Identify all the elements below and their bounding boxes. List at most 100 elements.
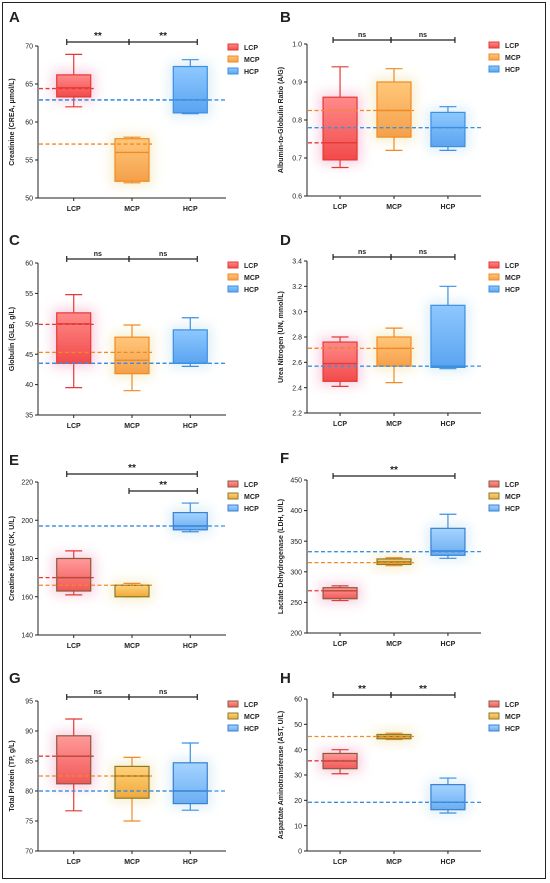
y-tick-label: 50: [294, 722, 302, 729]
y-tick-label: 70: [25, 44, 33, 51]
x-tick-label: HCP: [441, 859, 456, 866]
x-tick-label: LCP: [333, 204, 347, 211]
box-hcp: [172, 59, 208, 115]
y-tick-label: 65: [25, 82, 33, 89]
x-tick-label: HCP: [183, 423, 198, 430]
legend-swatch-hcp: [227, 285, 239, 293]
x-tick-label: HCP: [183, 643, 198, 650]
panel-h: H 0 10 20 30 40 50 60 Aspartate Aminotransferase…: [278, 670, 521, 866]
y-tick-label: 3.4: [292, 259, 302, 266]
significance-bracket: ns: [128, 689, 198, 700]
legend-label-lcp: LCP: [505, 263, 519, 270]
legend: LCP MCP HCP: [227, 700, 260, 733]
y-tick-label: 50: [25, 196, 33, 203]
significance-bracket: ns: [332, 32, 392, 43]
y-tick-label: 2.2: [292, 411, 302, 418]
legend-label-hcp: HCP: [505, 287, 520, 294]
panel-label: H: [280, 670, 291, 687]
box-lcp: [56, 294, 92, 389]
significance-label: **: [94, 31, 102, 42]
y-tick-label: 35: [25, 413, 33, 420]
legend: LCP MCP HCP: [227, 480, 260, 513]
box-body: [114, 138, 150, 182]
box-body: [172, 511, 208, 531]
box-hcp: [430, 285, 466, 370]
legend-label-lcp: LCP: [244, 45, 258, 52]
x-tick-label: MCP: [386, 204, 402, 211]
significance-label: **: [390, 465, 398, 476]
y-tick-label: 0.9: [292, 80, 302, 87]
box-mcp: [114, 756, 150, 822]
legend: LCP MCP HCP: [488, 480, 521, 513]
panel-f: F 200 250 300 350 400 450 Lactate Dehydrogenase…: [278, 450, 521, 648]
legend-swatch-mcp: [488, 492, 500, 500]
y-tick-label: 45: [25, 352, 33, 359]
box-body: [172, 762, 208, 805]
y-tick-label: 200: [290, 631, 302, 638]
y-tick-label: 0.8: [292, 118, 302, 125]
y-tick-label: 55: [25, 291, 33, 298]
legend-label-mcp: MCP: [244, 275, 260, 282]
significance-label: ns: [159, 251, 167, 258]
box-hcp: [430, 513, 466, 559]
legend-swatch-lcp: [488, 261, 500, 269]
box-body: [322, 587, 358, 600]
y-tick-label: 70: [25, 849, 33, 856]
significance-bracket: ns: [66, 689, 130, 700]
panel-d: D 2.2 2.4 2.6 2.8 3.0 3.2 3.4 Urea Nitrogen (UN,…: [278, 232, 521, 428]
y-tick-label: 0.6: [292, 194, 302, 201]
x-tick-label: LCP: [67, 423, 81, 430]
significance-bracket: ns: [66, 251, 130, 262]
significance-bracket: **: [332, 465, 456, 479]
box-body: [114, 765, 150, 799]
y-tick-label: 30: [294, 773, 302, 780]
legend-label-hcp: HCP: [244, 506, 259, 513]
significance-label: **: [128, 463, 136, 474]
panel-g: G 70 75 80 85 90 95 Total Protein (TP, g/L) LCP M…: [9, 670, 260, 866]
legend-swatch-mcp: [488, 273, 500, 281]
y-tick-label: 55: [25, 158, 33, 165]
y-axis-label: Creatinine (CREA, μmol/L): [9, 78, 16, 166]
y-tick-label: 40: [294, 747, 302, 754]
y-axis-label: Albumin-to-Globulin Ratio (A/G): [278, 67, 285, 173]
panel-label: A: [9, 9, 20, 26]
x-tick-label: MCP: [124, 423, 140, 430]
box-hcp: [172, 502, 208, 533]
legend-label-hcp: HCP: [244, 287, 259, 294]
legend-label-mcp: MCP: [505, 275, 521, 282]
legend-label-lcp: LCP: [505, 482, 519, 489]
legend: LCP MCP HCP: [227, 43, 260, 76]
legend-label-lcp: LCP: [505, 702, 519, 709]
legend-swatch-lcp: [488, 41, 500, 49]
legend-label-mcp: MCP: [244, 714, 260, 721]
y-tick-label: 60: [294, 697, 302, 704]
box-mcp: [114, 136, 150, 184]
box-body: [322, 96, 358, 161]
legend-swatch-hcp: [227, 504, 239, 512]
y-tick-label: 60: [25, 120, 33, 127]
y-tick-label: 0: [298, 849, 302, 856]
legend: LCP MCP HCP: [488, 261, 521, 294]
y-tick-label: 0.7: [292, 156, 302, 163]
legend: LCP MCP HCP: [227, 261, 260, 294]
y-tick-label: 80: [25, 789, 33, 796]
panel-label: E: [9, 452, 19, 469]
legend-swatch-lcp: [488, 700, 500, 708]
y-tick-label: 20: [294, 798, 302, 805]
x-tick-label: LCP: [333, 641, 347, 648]
x-tick-label: MCP: [386, 859, 402, 866]
y-tick-label: 350: [290, 539, 302, 546]
legend-swatch-lcp: [227, 480, 239, 488]
y-tick-label: 75: [25, 819, 33, 826]
significance-label: ns: [419, 32, 427, 39]
y-tick-label: 60: [25, 261, 33, 268]
significance-bracket: ns: [390, 32, 456, 43]
legend-swatch-hcp: [227, 67, 239, 75]
y-tick-label: 90: [25, 729, 33, 736]
y-tick-label: 10: [294, 823, 302, 830]
y-tick-label: 40: [25, 382, 33, 389]
legend-swatch-lcp: [227, 43, 239, 51]
box-lcp: [322, 336, 358, 387]
significance-bracket: **: [128, 31, 198, 45]
